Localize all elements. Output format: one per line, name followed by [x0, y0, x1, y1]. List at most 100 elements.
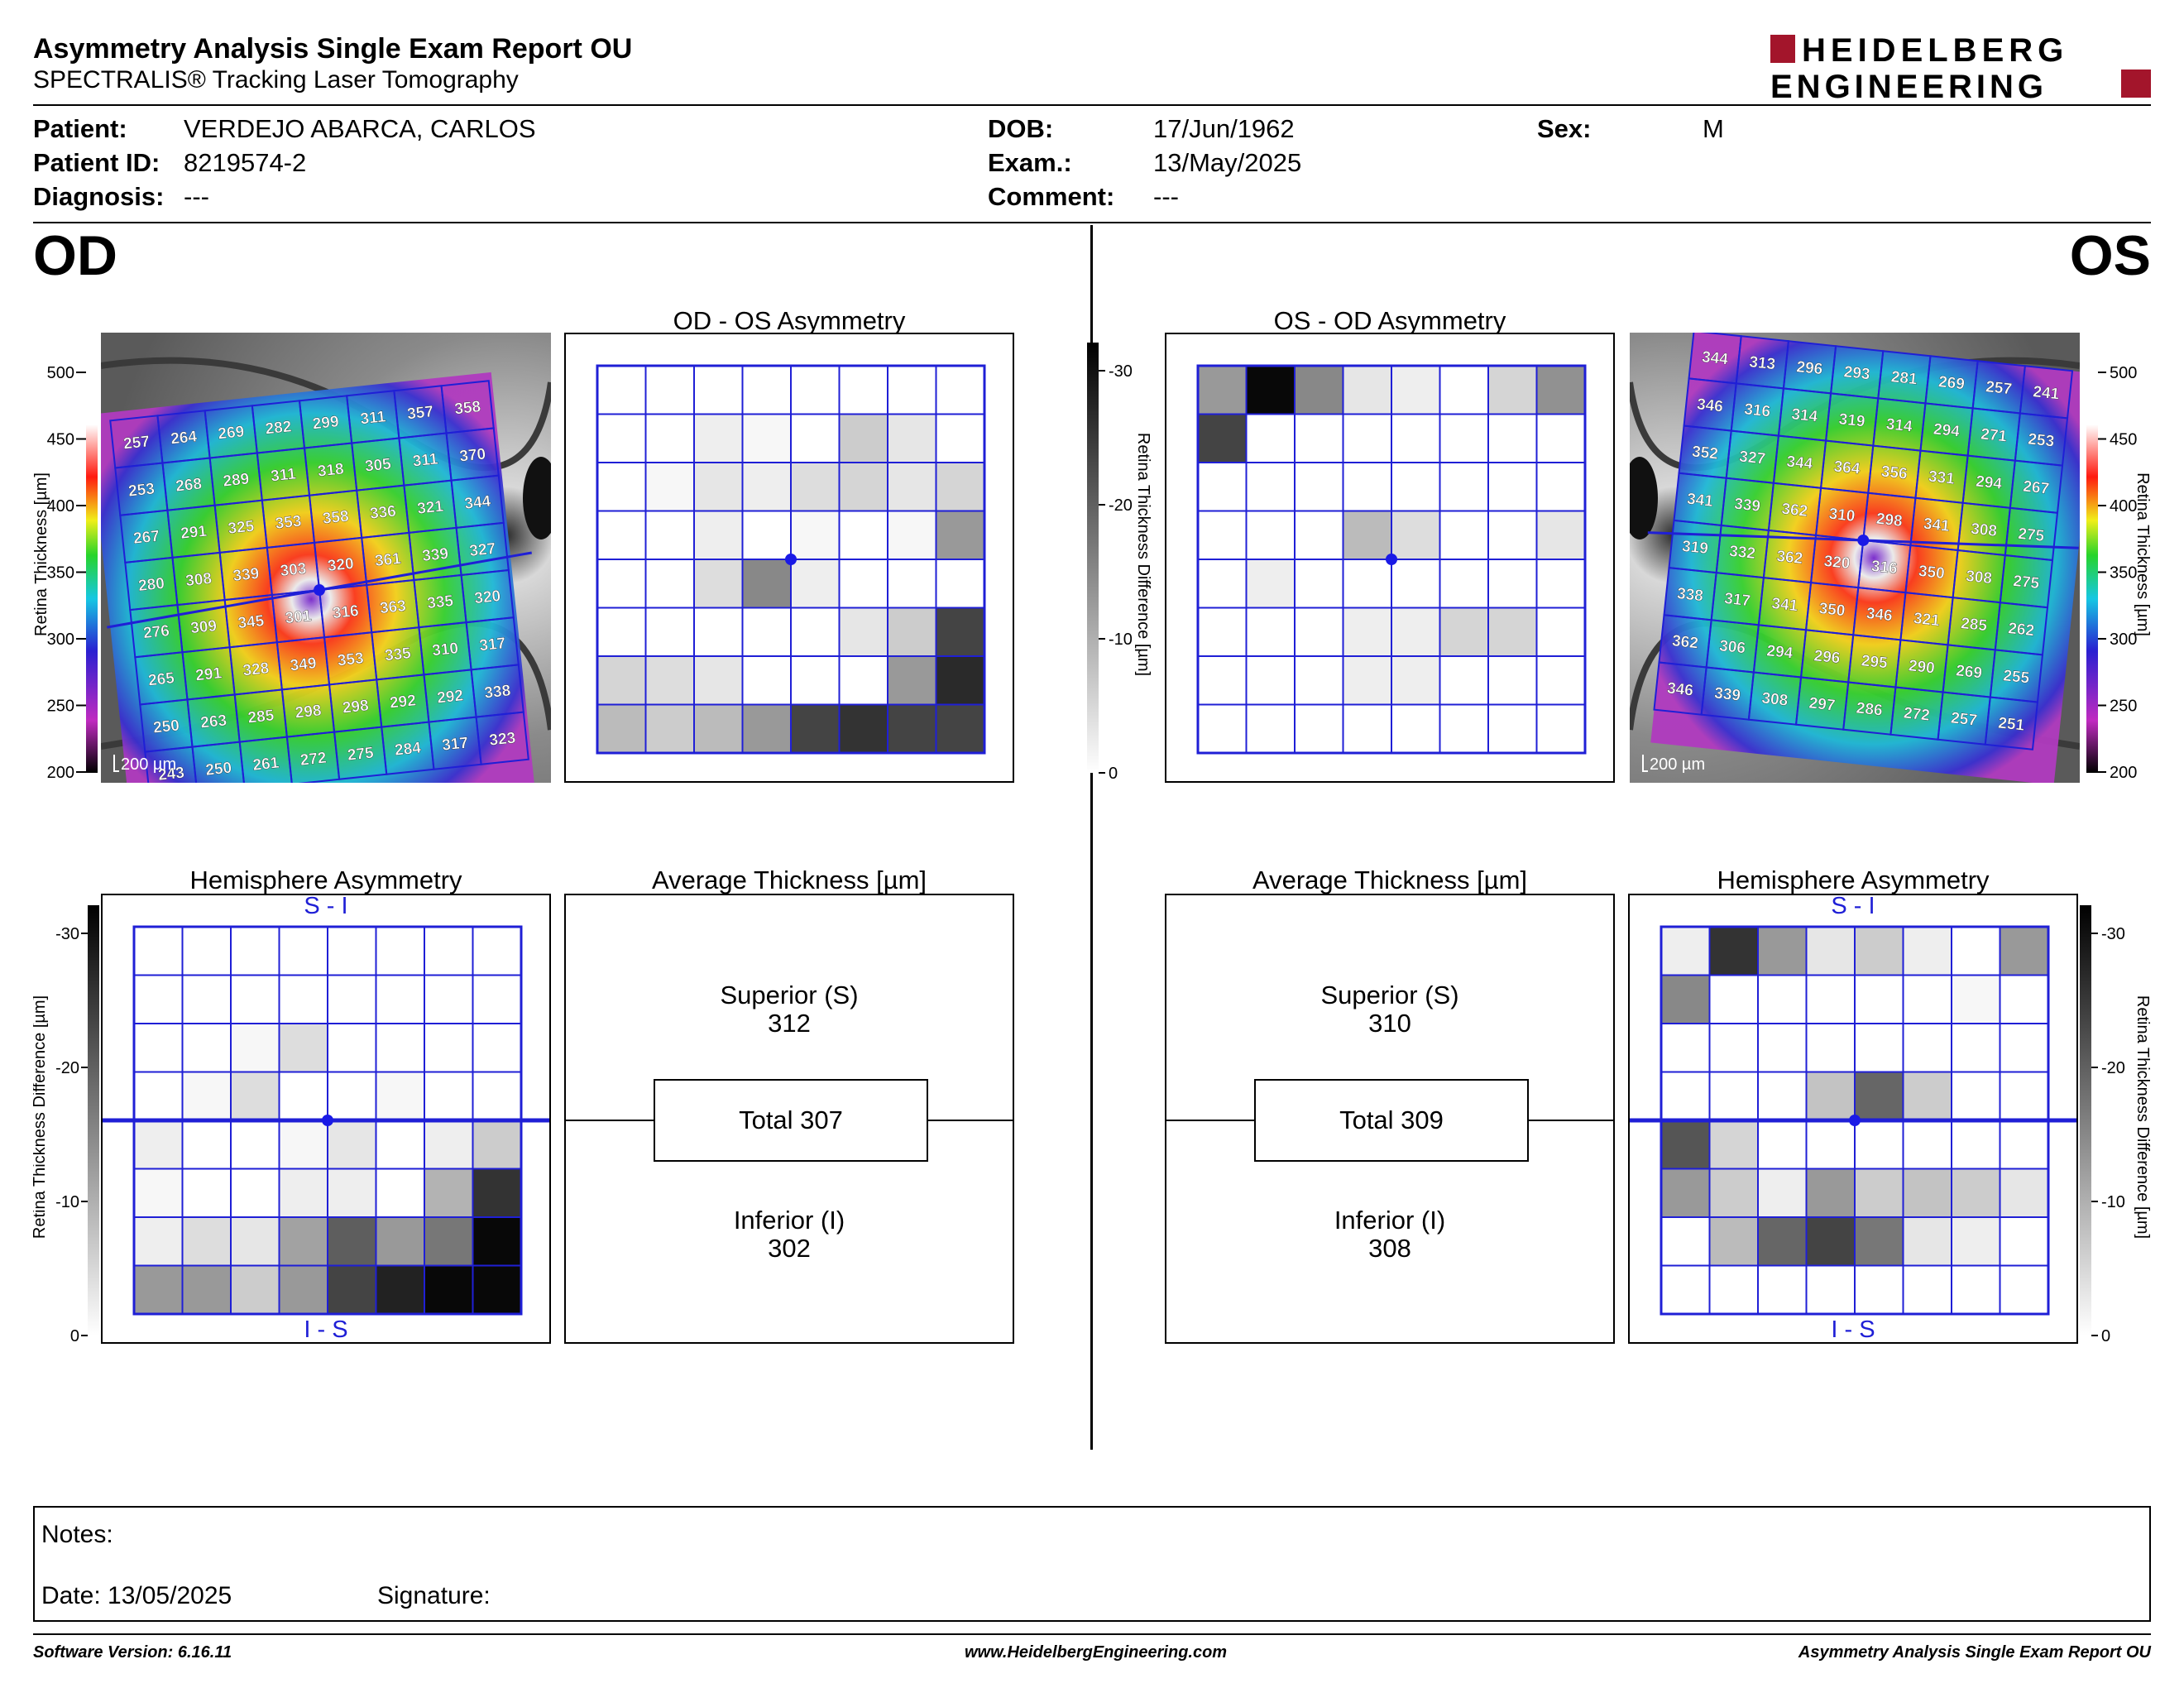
od-asym-cell [887, 462, 937, 512]
os-asym-cell [1342, 703, 1392, 754]
od-map-value: 261 [252, 755, 280, 774]
od-thickness-tick-label: 400 [47, 497, 74, 516]
os-hemi-cell [1805, 1120, 1856, 1170]
os-asym-cell [1391, 559, 1441, 609]
os-asym-cell [1342, 413, 1392, 463]
od-map-value: 267 [132, 528, 160, 548]
od-thickness-axis-label: Retina Thickness [µm] [33, 472, 50, 636]
os-hemi-cell [1660, 1071, 1711, 1121]
os-map-value: 332 [1728, 543, 1756, 563]
od-asym-cell [741, 703, 792, 754]
od-hemi-cell [133, 1264, 184, 1315]
od-asym-cell [790, 365, 841, 415]
os-asym-cell [1245, 559, 1296, 609]
od-map-value: 353 [275, 513, 303, 533]
os-map-value: 317 [1723, 590, 1751, 610]
os-thickness-tick-label: 500 [2110, 364, 2137, 382]
os-map-value: 293 [1843, 363, 1871, 383]
os-asym-cell [1294, 510, 1344, 560]
od-hemi-cell [181, 1120, 232, 1170]
od-asym-cell [741, 462, 792, 512]
os-hemi-cell [1757, 1023, 1808, 1073]
od-hemi-grid: S - I I - S [103, 895, 549, 1342]
os-map-value: 364 [1833, 458, 1861, 478]
od-map-value: 339 [421, 545, 449, 565]
notes-box[interactable]: Notes: Date: 13/05/2025 Signature: [33, 1506, 2151, 1622]
od-map-value: 257 [122, 433, 151, 453]
od-avg-title: Average Thickness [µm] [651, 866, 927, 894]
heidelberg-logo: HEIDELBERG ENGINEERING [1770, 32, 2151, 103]
od-asym-cell [887, 703, 937, 754]
os-scale-bar-label: 200 µm [1650, 755, 1705, 774]
od-map-value: 310 [431, 640, 459, 659]
os-hemi-panel: S - I I - S [1628, 894, 2078, 1344]
os-map-value: 350 [1818, 600, 1846, 620]
os-map-value: 316 [1870, 558, 1899, 578]
od-map-value: 284 [394, 740, 422, 760]
od-map-value: 292 [389, 692, 417, 712]
od-asym-cell [596, 607, 647, 657]
od-asym-cell [644, 703, 695, 754]
od-hemi-cell [278, 1071, 328, 1121]
os-asym-cell [1439, 607, 1489, 657]
os-asym-cell [1439, 365, 1489, 415]
od-map-value: 321 [416, 498, 444, 518]
os-asym-cell [1391, 655, 1441, 706]
os-map-value: 346 [1866, 605, 1894, 625]
od-map-value: 328 [242, 659, 271, 679]
website-link[interactable]: www.HeidelbergEngineering.com [965, 1643, 1228, 1662]
os-hemi-diff-scale: -30 -20 -10 0 Retina Thickness Difference [… [2080, 905, 2151, 1345]
od-asym-cell [935, 365, 985, 415]
os-hemi-cell [1854, 1264, 1904, 1315]
od-thickness-tick-label: 450 [47, 431, 74, 449]
os-map-value: 352 [1691, 444, 1719, 463]
od-asym-cell [741, 559, 792, 609]
os-map-value: 251 [1997, 715, 2025, 735]
sex-value: M [1703, 114, 1724, 143]
od-hemi-cell [424, 1071, 474, 1121]
od-asym-border [596, 364, 986, 755]
os-map-value: 339 [1713, 684, 1741, 704]
os-map-value: 313 [1748, 353, 1776, 373]
od-asym-cell [887, 510, 937, 560]
od-hemi-cell [181, 974, 232, 1024]
date-label: Date: 13/05/2025 [41, 1582, 232, 1609]
od-asym-cell [693, 413, 744, 463]
center-diff-scale: -30 -20 -10 0 Retina Thickness Difference [… [1087, 343, 1152, 783]
center-diff-axis-label: Retina Thickness Difference [µm] [1134, 433, 1152, 676]
od-map-value: 311 [412, 450, 439, 470]
os-map-value: 321 [1913, 610, 1941, 630]
od-map-value: 250 [152, 717, 180, 736]
os-hemi-cell [1902, 926, 1952, 976]
report-title: Asymmetry Analysis Single Exam Report OU [33, 33, 633, 65]
od-asym-cell [887, 559, 937, 609]
os-map-value: 356 [1880, 463, 1909, 483]
os-map-value: 269 [1937, 373, 1966, 393]
os-map-value: 338 [1676, 585, 1704, 605]
od-hemi-cell [230, 1023, 280, 1073]
od-hemi-panel: S - I I - S [101, 894, 551, 1344]
os-asym-cell [1294, 413, 1344, 463]
od-map-value: 299 [312, 413, 340, 433]
od-asym-cell [693, 462, 744, 512]
os-hemi-cell [1805, 1264, 1856, 1315]
od-asym-cell [596, 559, 647, 609]
od-scale-bar-label: 200 µm [121, 755, 176, 774]
os-hemi-cell [1999, 1071, 2049, 1121]
od-asym-cell [887, 655, 937, 706]
os-hemi-cell [1708, 974, 1759, 1024]
od-hemi-cell [278, 1120, 328, 1170]
od-hemi-diff-scale: -30 -20 -10 0 Retina Thickness Difference [… [33, 905, 99, 1345]
os-hemi-cell [1951, 974, 2001, 1024]
od-hemi-axis-label: Retina Thickness Difference [µm] [33, 995, 49, 1239]
os-total-box: Total 309 [1254, 1079, 1529, 1162]
os-superior-value: 310 [1368, 1009, 1411, 1038]
os-thickness-tick-label: 400 [2110, 497, 2137, 516]
od-map-value: 311 [360, 408, 387, 428]
software-version: Software Version: 6.16.11 [33, 1643, 232, 1662]
od-hemi-cell [230, 974, 280, 1024]
od-avg-panel: Superior (S) 312 Total 307 Inferior (I) … [564, 894, 1014, 1344]
od-hemi-cell [327, 1023, 377, 1073]
os-map-value: 339 [1733, 496, 1761, 516]
od-asym-panel [564, 333, 1014, 783]
